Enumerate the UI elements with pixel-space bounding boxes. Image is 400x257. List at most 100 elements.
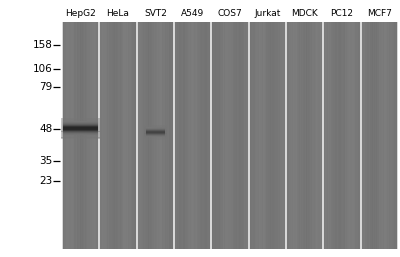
Bar [144, 137, 167, 138]
Bar [231, 22, 232, 249]
Bar [144, 133, 167, 134]
Bar [165, 22, 166, 249]
Bar [305, 22, 306, 249]
Bar [338, 22, 339, 249]
Bar [366, 22, 367, 249]
Bar [320, 22, 322, 249]
Bar [386, 22, 387, 249]
Bar [162, 22, 163, 249]
Bar [381, 22, 382, 249]
Bar [345, 22, 346, 249]
Bar [127, 22, 128, 249]
Bar [114, 22, 115, 249]
Bar [61, 134, 100, 135]
Bar [394, 22, 395, 249]
Bar [131, 22, 132, 249]
Bar [311, 22, 312, 249]
Bar [144, 137, 167, 138]
Bar [257, 22, 258, 249]
Bar [144, 133, 167, 134]
Bar [117, 22, 118, 249]
Bar [84, 22, 85, 249]
Bar [144, 126, 167, 127]
Bar [261, 22, 262, 249]
Bar [340, 22, 341, 249]
Bar [72, 22, 73, 249]
Bar [81, 22, 82, 249]
Bar [326, 22, 327, 249]
Bar [232, 22, 233, 249]
Bar [318, 22, 319, 249]
Bar [152, 22, 153, 249]
Bar [364, 22, 365, 249]
Bar [333, 22, 334, 249]
Bar [64, 22, 65, 249]
Bar [197, 22, 198, 249]
Bar [61, 127, 100, 128]
Bar [263, 22, 264, 249]
Bar [61, 135, 100, 136]
Bar [142, 22, 143, 249]
Bar [372, 22, 373, 249]
Bar [61, 129, 100, 130]
Bar [90, 22, 91, 249]
Bar [267, 22, 268, 249]
Bar [176, 22, 177, 249]
Bar [239, 22, 240, 249]
Bar [259, 22, 260, 249]
Bar [350, 22, 351, 249]
Text: SVT2: SVT2 [144, 9, 167, 18]
Bar [294, 22, 295, 249]
Bar [240, 22, 242, 249]
Bar [144, 130, 167, 131]
Bar [122, 22, 123, 249]
Bar [354, 22, 355, 249]
Bar [102, 22, 103, 249]
Bar [187, 22, 188, 249]
Bar [358, 22, 359, 249]
Bar [222, 22, 223, 249]
Text: PC12: PC12 [330, 9, 354, 18]
Bar [280, 22, 282, 249]
Bar [288, 22, 289, 249]
Bar [229, 22, 230, 249]
Bar [69, 22, 70, 249]
Bar [144, 131, 167, 132]
Bar [148, 22, 149, 249]
Bar [228, 22, 229, 249]
Bar [341, 22, 342, 249]
Bar [144, 129, 167, 130]
Bar [100, 22, 101, 249]
Bar [156, 22, 157, 249]
Bar [161, 22, 162, 249]
Bar [76, 22, 77, 249]
Bar [104, 22, 105, 249]
Bar [120, 22, 121, 249]
Bar [157, 22, 158, 249]
Bar [126, 22, 127, 249]
Bar [287, 22, 288, 249]
Bar [181, 22, 182, 249]
Bar [256, 22, 257, 249]
Bar [145, 22, 146, 249]
Bar [329, 22, 330, 249]
Bar [79, 22, 80, 249]
Bar [384, 22, 385, 249]
Bar [206, 22, 207, 249]
Bar [316, 22, 317, 249]
Bar [144, 22, 145, 249]
Bar [383, 22, 384, 249]
Bar [254, 22, 255, 249]
Bar [115, 22, 116, 249]
Bar [154, 22, 155, 249]
Bar [315, 22, 316, 249]
Bar [396, 22, 397, 249]
Bar [204, 22, 205, 249]
Bar [373, 22, 374, 249]
Bar [61, 133, 100, 134]
Text: MCF7: MCF7 [367, 9, 392, 18]
Bar [82, 22, 83, 249]
Bar [93, 22, 94, 249]
Bar [273, 22, 274, 249]
Bar [177, 22, 178, 249]
